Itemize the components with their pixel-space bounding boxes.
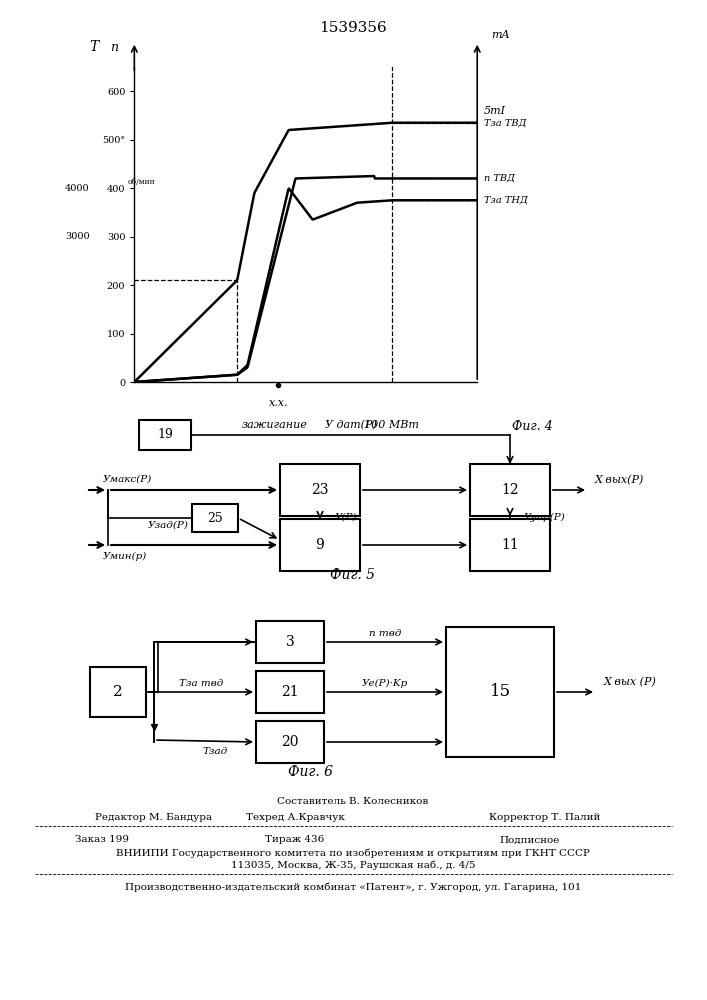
Text: 21: 21 bbox=[281, 685, 299, 699]
Text: 20: 20 bbox=[281, 735, 299, 749]
Text: 2: 2 bbox=[113, 685, 123, 699]
Text: mA: mA bbox=[491, 30, 510, 40]
Text: 15: 15 bbox=[489, 684, 510, 700]
Text: Корректор Т. Палий: Корректор Т. Палий bbox=[489, 812, 601, 822]
Text: Тза ТВД: Тза ТВД bbox=[484, 118, 527, 127]
Text: Тза ТНД: Тза ТНД bbox=[484, 196, 528, 205]
Text: Тзад: Тзад bbox=[202, 746, 228, 756]
Text: Подписное: Подписное bbox=[500, 836, 560, 844]
Text: 11: 11 bbox=[501, 538, 519, 552]
Text: 9: 9 bbox=[315, 538, 325, 552]
Text: Заказ 199: Заказ 199 bbox=[75, 836, 129, 844]
Text: n: n bbox=[110, 41, 118, 54]
Bar bbox=[139, 420, 191, 450]
Text: Техред А.Кравчук: Техред А.Кравчук bbox=[245, 812, 344, 822]
Text: Уе(P)·Kр: Уе(P)·Kр bbox=[362, 678, 408, 688]
Bar bbox=[90, 667, 146, 717]
Text: 23: 23 bbox=[311, 483, 329, 497]
Text: У дат(P): У дат(P) bbox=[325, 420, 376, 430]
Text: У(P): У(P) bbox=[335, 513, 358, 522]
Text: 25: 25 bbox=[207, 512, 223, 524]
Text: Фиг. 6: Фиг. 6 bbox=[288, 765, 332, 779]
Text: Уупр(P): Уупр(P) bbox=[524, 513, 566, 522]
Bar bbox=[256, 621, 324, 663]
Bar bbox=[256, 671, 324, 713]
Text: X вых(P): X вых(P) bbox=[595, 475, 644, 485]
Text: Составитель В. Колесников: Составитель В. Колесников bbox=[277, 798, 428, 806]
Text: 12: 12 bbox=[501, 483, 519, 497]
Bar bbox=[470, 464, 550, 516]
Bar bbox=[280, 464, 360, 516]
Text: п твд: п твд bbox=[369, 629, 401, 638]
Text: Редактор М. Бандура: Редактор М. Бандура bbox=[95, 812, 212, 822]
Bar bbox=[470, 519, 550, 571]
Text: 113035, Москва, Ж-35, Раушская наб., д. 4/5: 113035, Москва, Ж-35, Раушская наб., д. … bbox=[230, 860, 475, 870]
Bar bbox=[280, 519, 360, 571]
Text: Узад(P): Узад(P) bbox=[148, 520, 189, 530]
Bar bbox=[256, 721, 324, 763]
Text: 19: 19 bbox=[157, 428, 173, 442]
Text: 5mI: 5mI bbox=[484, 106, 506, 116]
Bar bbox=[446, 627, 554, 757]
Text: х.х.: х.х. bbox=[269, 398, 288, 408]
Text: Фиг. 5: Фиг. 5 bbox=[330, 568, 375, 582]
Text: Умин(р): Умин(р) bbox=[103, 551, 147, 561]
Text: 3000: 3000 bbox=[65, 232, 90, 241]
Text: Производственно-издательский комбинат «Патент», г. Ужгород, ул. Гагарина, 101: Производственно-издательский комбинат «П… bbox=[125, 882, 581, 892]
Text: 4000: 4000 bbox=[65, 184, 90, 193]
Text: 100 МВт: 100 МВт bbox=[364, 420, 419, 430]
Text: ВНИИПИ Государственного комитета по изобретениям и открытиям при ГКНТ СССР: ВНИИПИ Государственного комитета по изоб… bbox=[116, 848, 590, 858]
Text: T: T bbox=[90, 40, 99, 54]
Text: Тираж 436: Тираж 436 bbox=[265, 836, 325, 844]
Text: Тза твд: Тза твд bbox=[179, 678, 223, 688]
Text: п ТВД: п ТВД bbox=[484, 174, 515, 183]
Text: зажигание: зажигание bbox=[242, 420, 308, 430]
Text: X вых (P): X вых (P) bbox=[604, 677, 657, 687]
Bar bbox=[192, 504, 238, 532]
Text: 3: 3 bbox=[286, 635, 294, 649]
Text: Умакс(P): Умакс(P) bbox=[103, 475, 152, 484]
Text: Фиг. 4: Фиг. 4 bbox=[512, 420, 552, 433]
Text: 1539356: 1539356 bbox=[319, 21, 387, 35]
Text: об/мин: об/мин bbox=[127, 178, 155, 186]
